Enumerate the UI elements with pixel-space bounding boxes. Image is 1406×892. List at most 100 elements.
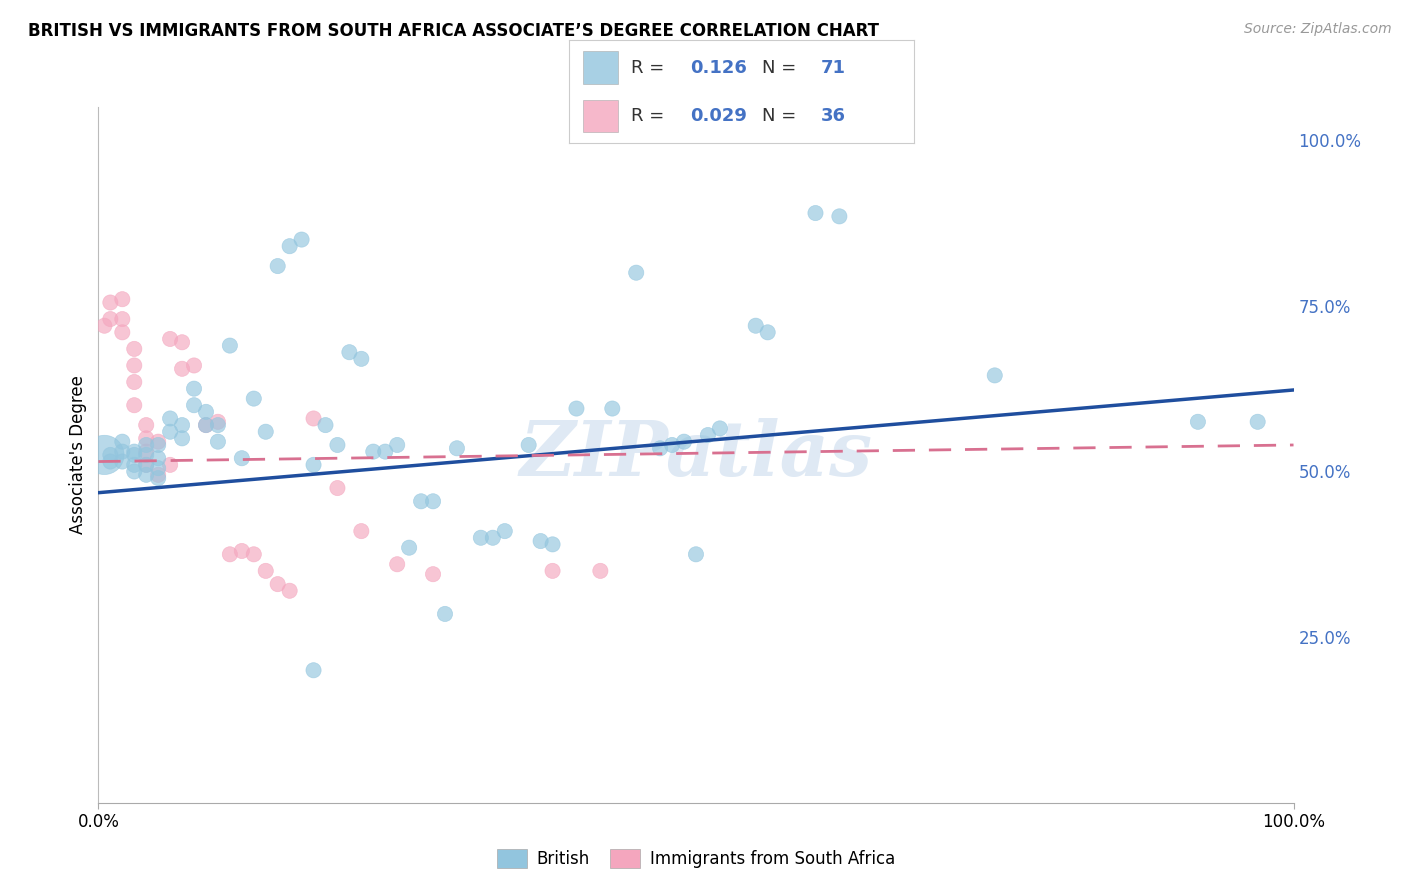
Point (159, 458, 181, 472)
Point (661, 438, 683, 452)
Point (398, 541, 420, 555)
Point (159, 411, 181, 425)
Point (254, 425, 277, 439)
Text: ZIPatlas: ZIPatlas (519, 418, 873, 491)
Point (111, 434, 134, 449)
Point (135, 467, 157, 482)
Point (529, 534, 551, 549)
Point (207, 415, 229, 429)
Bar (583, 52, 617, 84)
Point (254, 564, 277, 578)
Point (291, 233, 314, 247)
Point (148, 467, 170, 482)
Point (315, 418, 337, 433)
Text: 71: 71 (821, 59, 846, 77)
Point (183, 359, 205, 373)
Point (267, 577, 290, 591)
Point (374, 444, 396, 458)
Point (243, 547, 266, 561)
Point (148, 434, 170, 449)
Point (385, 438, 409, 452)
Point (685, 547, 707, 561)
Point (385, 558, 409, 572)
Point (135, 458, 157, 472)
Point (648, 442, 672, 456)
Point (517, 438, 540, 452)
Bar (583, 100, 617, 132)
Point (135, 448, 157, 462)
Point (159, 425, 181, 439)
Point (363, 444, 385, 458)
Point (207, 434, 229, 449)
Point (350, 351, 373, 366)
Point (302, 663, 325, 677)
Y-axis label: Associate's Degree: Associate's Degree (69, 376, 87, 534)
Point (183, 382, 205, 396)
Text: N =: N = (762, 59, 803, 77)
Point (172, 431, 194, 445)
Point (422, 567, 444, 582)
Point (124, 342, 146, 356)
Point (302, 458, 325, 472)
Point (756, 326, 779, 340)
Point (541, 537, 564, 551)
Point (673, 434, 696, 449)
Point (124, 359, 146, 373)
Point (148, 438, 170, 452)
Point (124, 375, 146, 389)
Text: BRITISH VS IMMIGRANTS FROM SOUTH AFRICA ASSOCIATE’S DEGREE CORRELATION CHART: BRITISH VS IMMIGRANTS FROM SOUTH AFRICA … (28, 22, 879, 40)
Point (411, 494, 433, 508)
Point (626, 266, 648, 280)
Point (172, 418, 194, 433)
Point (98, 454, 122, 468)
Text: Source: ZipAtlas.com: Source: ZipAtlas.com (1244, 22, 1392, 37)
Point (124, 448, 146, 462)
Point (481, 531, 505, 545)
Point (93, 448, 115, 462)
Point (565, 401, 588, 416)
Point (422, 494, 444, 508)
Legend: British, Immigrants from South Africa: British, Immigrants from South Africa (491, 842, 901, 874)
Point (278, 239, 301, 253)
Point (111, 326, 134, 340)
Point (148, 461, 170, 475)
Point (697, 428, 720, 442)
Point (172, 335, 194, 350)
Point (494, 524, 516, 538)
Point (278, 583, 301, 598)
Point (111, 292, 134, 306)
Point (93, 318, 115, 333)
Point (98, 295, 122, 310)
Point (207, 418, 229, 433)
Text: 0.126: 0.126 (690, 59, 747, 77)
Point (183, 398, 205, 412)
Point (219, 338, 242, 352)
Point (828, 210, 851, 224)
Point (433, 607, 456, 621)
Point (135, 458, 157, 472)
Point (98, 312, 122, 326)
Point (709, 421, 731, 435)
Text: 36: 36 (821, 107, 846, 125)
Point (148, 471, 170, 485)
Point (231, 544, 253, 558)
Text: R =: R = (631, 59, 671, 77)
Point (339, 345, 360, 359)
Point (231, 451, 253, 466)
Point (135, 431, 157, 445)
Point (194, 418, 218, 433)
Point (98, 448, 122, 462)
Point (135, 418, 157, 433)
Text: 0.029: 0.029 (690, 107, 747, 125)
Point (111, 312, 134, 326)
Point (124, 465, 146, 479)
Point (302, 411, 325, 425)
Point (219, 547, 242, 561)
Point (745, 318, 768, 333)
Point (804, 206, 827, 220)
Point (1246, 415, 1268, 429)
Point (124, 444, 146, 458)
Point (470, 531, 492, 545)
Point (267, 259, 290, 273)
Point (172, 361, 194, 376)
